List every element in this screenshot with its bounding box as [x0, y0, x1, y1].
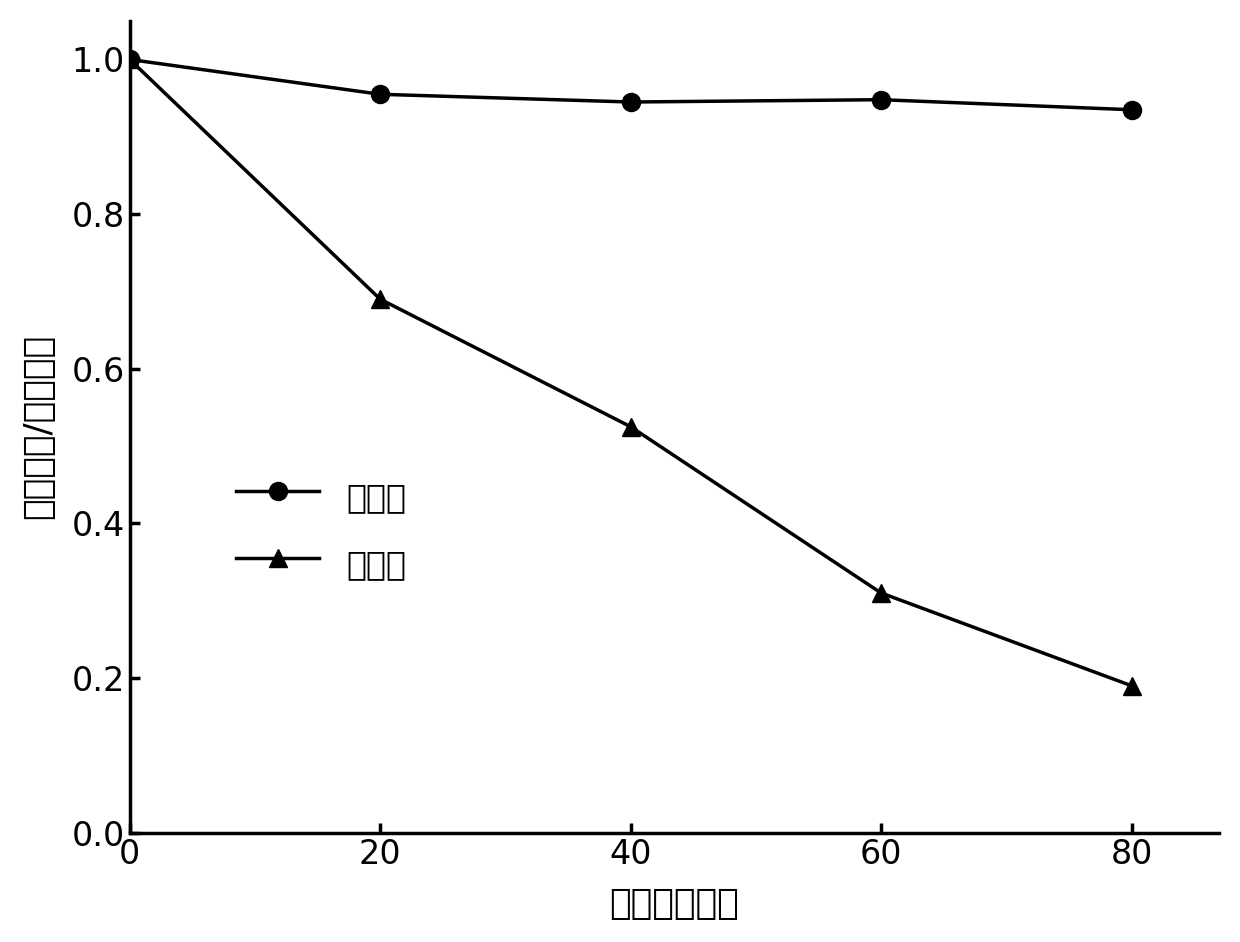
Y-axis label: 测试浓度/初始浓度: 测试浓度/初始浓度 [21, 334, 55, 519]
X-axis label: 时间（分钟）: 时间（分钟） [610, 887, 739, 921]
Legend: 无超声, 有超声: 无超声, 有超声 [223, 463, 419, 597]
